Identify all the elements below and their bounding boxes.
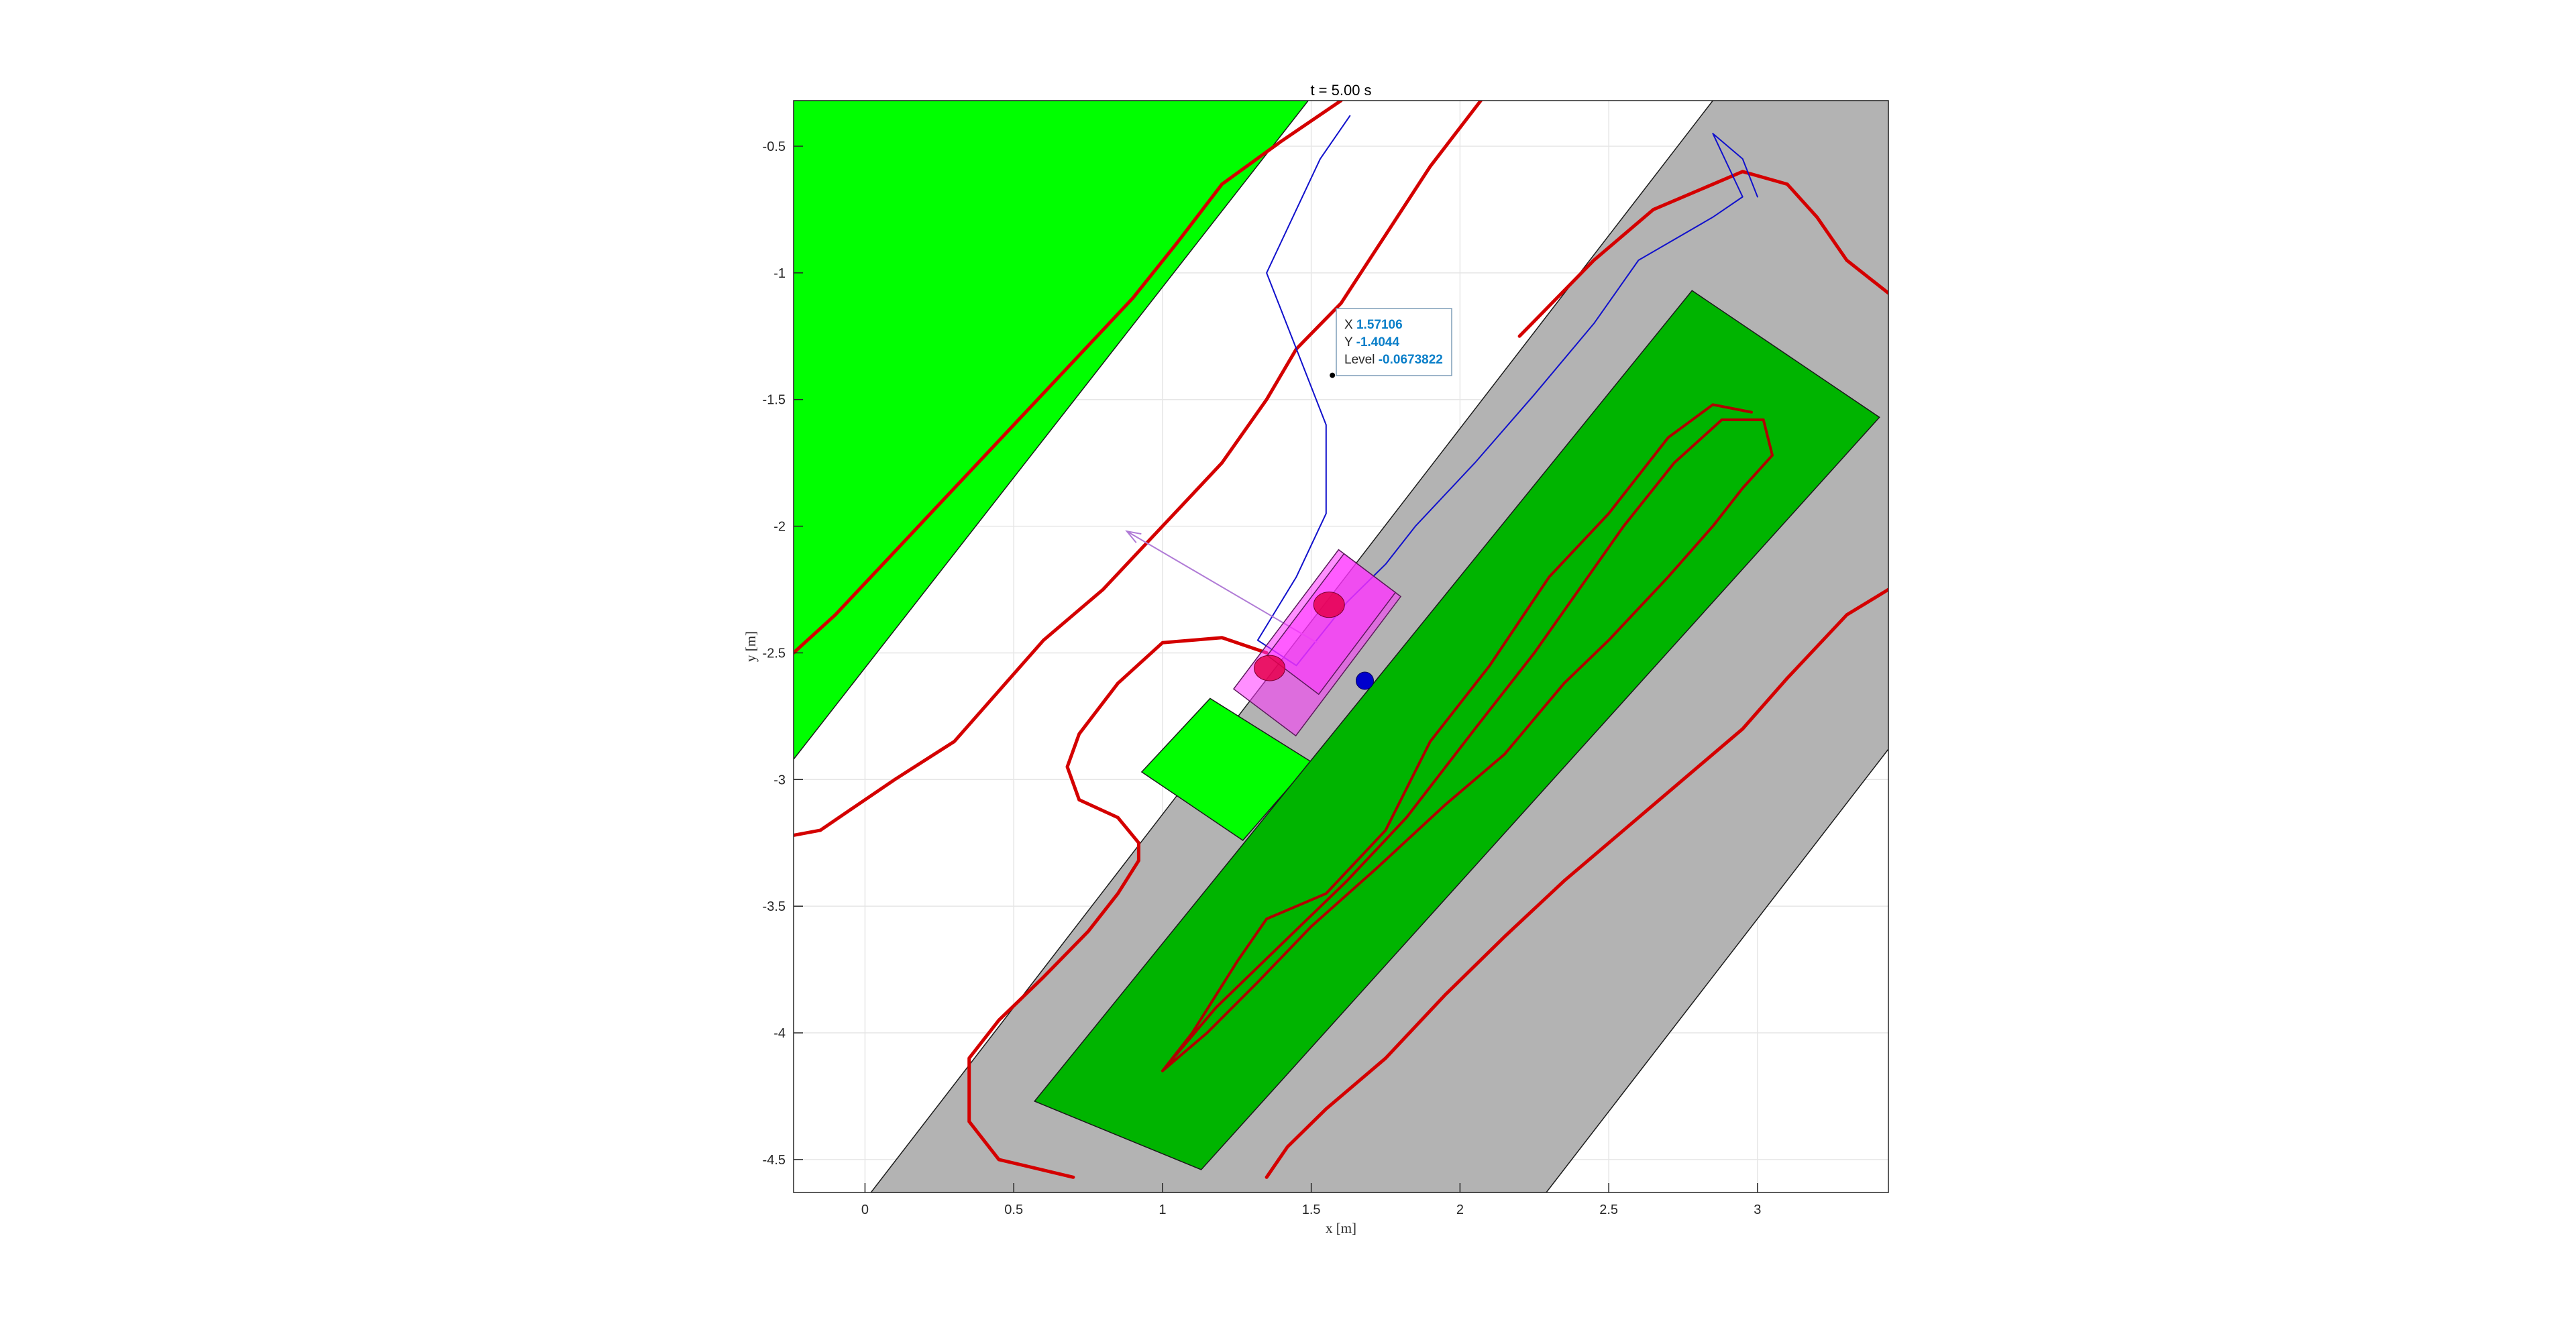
datatip-x-value: 1.57106 — [1356, 318, 1403, 332]
vehicle — [1232, 549, 1402, 737]
wheel-marker — [1254, 655, 1286, 681]
x-tick-label: 0 — [861, 1203, 869, 1217]
datatip-y-value: -1.4044 — [1356, 335, 1400, 349]
curves-layer — [794, 101, 1888, 1179]
heading-arrow-head — [1125, 530, 1142, 543]
y-tick-label: -4 — [773, 1026, 786, 1041]
x-axis-label: x [m] — [1326, 1220, 1356, 1236]
x-tick-label: 0.5 — [1004, 1203, 1023, 1217]
datatip-y-label: Y — [1344, 335, 1353, 349]
x-axis: 0 0.5 1 1.5 2 2.5 3 — [861, 1183, 1761, 1217]
svg-text:Y -1.4044: Y -1.4044 — [1344, 335, 1399, 349]
datatip-level-label: Level — [1344, 353, 1375, 367]
y-tick-label: -2 — [773, 520, 786, 535]
series-line-3 — [967, 636, 1269, 1179]
datatip-x-label: X — [1344, 318, 1353, 332]
datatip-point — [1330, 372, 1336, 378]
series-line-1 — [794, 101, 1343, 655]
series-line-4 — [1517, 170, 1888, 338]
vehicle-body-inner — [1267, 553, 1397, 695]
x-tick-label: 2 — [1456, 1203, 1464, 1217]
y-tick-label: -4.5 — [763, 1153, 786, 1168]
target-marker — [1355, 671, 1374, 690]
y-axis-label: y [m] — [743, 631, 759, 662]
y-tick-label: -3.5 — [763, 899, 786, 914]
x-tick-label: 3 — [1754, 1203, 1761, 1217]
green-small-region — [1140, 698, 1312, 841]
green-left-region — [794, 101, 1309, 761]
y-axis: -0.5 -1 -1.5 -2 -2.5 -3 -3.5 -4 -4.5 — [763, 140, 803, 1168]
datatip-level-value: -0.0673822 — [1379, 353, 1443, 367]
x-tick-label: 2.5 — [1599, 1203, 1618, 1217]
svg-text:Level -0.0673822: Level -0.0673822 — [1344, 353, 1443, 367]
y-tick-label: -2.5 — [763, 646, 786, 661]
x-tick-label: 1 — [1159, 1203, 1166, 1217]
wheel-marker — [1313, 592, 1345, 618]
objects-layer — [1125, 530, 1402, 737]
chart-title: t = 5.00 s — [1310, 82, 1371, 99]
datatip-box — [1336, 308, 1452, 376]
y-tick-label: -0.5 — [763, 140, 786, 154]
axes-box — [793, 100, 1889, 1193]
x-tick-label: 1.5 — [1302, 1203, 1321, 1217]
series-line-2 — [794, 101, 1483, 837]
y-tick-label: -1.5 — [763, 393, 786, 408]
series-line-6 — [1161, 403, 1774, 1072]
datatip[interactable]: X 1.57106 Y -1.4044 Level -0.0673822 — [1330, 308, 1452, 378]
series-line-5 — [1265, 588, 1888, 1179]
y-tick-label: -3 — [773, 773, 786, 787]
y-tick-label: -1 — [773, 266, 786, 281]
svg-text:X 1.57106: X 1.57106 — [1344, 318, 1403, 332]
